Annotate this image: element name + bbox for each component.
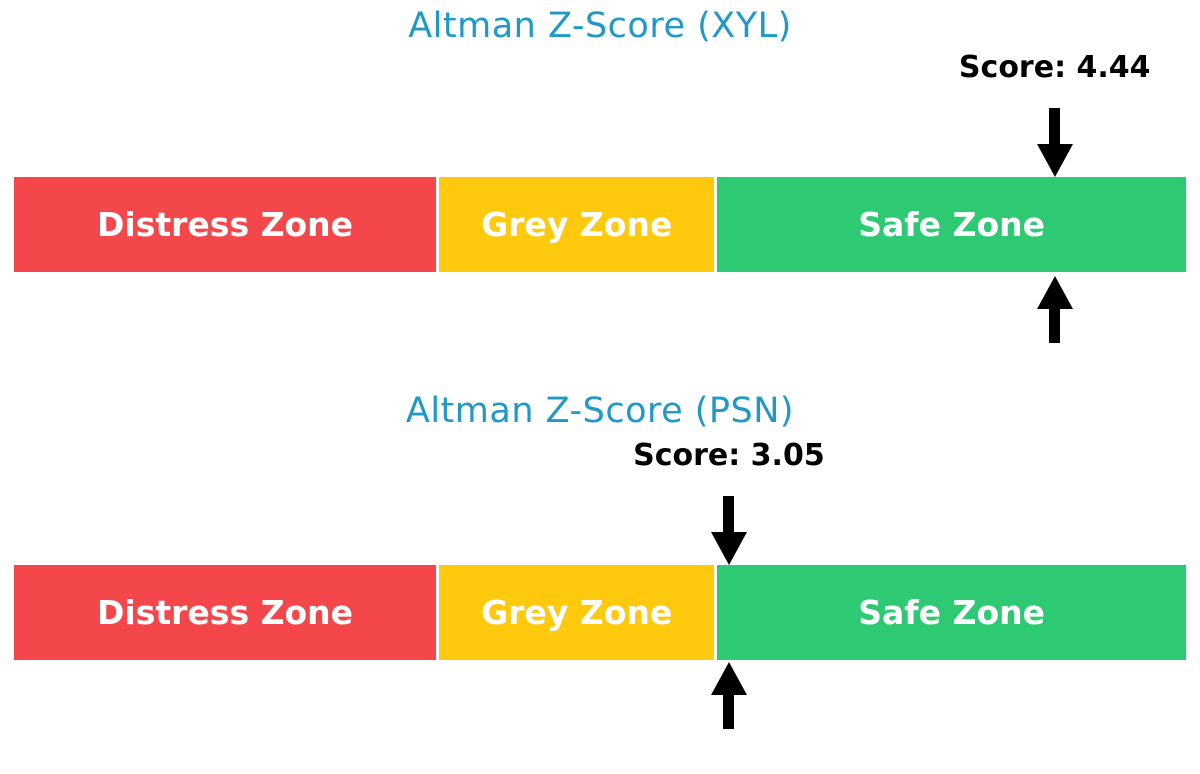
grey-zone-segment: Grey Zone — [439, 177, 715, 272]
arrow-head — [1036, 276, 1073, 309]
score-marker-top — [710, 496, 747, 565]
arrow-shaft — [723, 695, 735, 729]
zone-label: Grey Zone — [481, 593, 673, 632]
score-marker-top — [1036, 108, 1073, 177]
down-arrow-icon — [1036, 108, 1073, 177]
down-arrow-icon — [710, 496, 747, 565]
score-annotation: Score: 4.44 — [959, 50, 1151, 85]
zone-bar: Distress Zone Grey Zone Safe Zone — [14, 565, 1186, 660]
zone-label: Grey Zone — [481, 205, 673, 244]
distress-zone-segment: Distress Zone — [14, 177, 437, 272]
chart-title: Altman Z-Score (XYL) — [408, 6, 792, 46]
score-annotation: Score: 3.05 — [633, 438, 825, 473]
score-label: Score: 3.05 — [633, 438, 825, 473]
arrow-head — [710, 662, 747, 695]
score-marker-bottom — [710, 662, 747, 729]
zone-label: Distress Zone — [97, 205, 354, 244]
arrow-head — [710, 532, 747, 565]
safe-zone-segment: Safe Zone — [717, 177, 1186, 272]
zone-label: Distress Zone — [97, 593, 354, 632]
arrow-head — [1036, 144, 1073, 177]
score-label: Score: 4.44 — [958, 50, 1151, 85]
safe-zone-segment: Safe Zone — [717, 565, 1186, 660]
chart-title: Altman Z-Score (PSN) — [405, 391, 795, 431]
arrow-shaft — [723, 496, 735, 532]
up-arrow-icon — [710, 662, 747, 729]
arrow-shaft — [1049, 108, 1061, 144]
zone-label: Safe Zone — [858, 593, 1045, 632]
score-marker-bottom — [1036, 276, 1073, 343]
zone-label: Safe Zone — [858, 205, 1045, 244]
zone-bar: Distress Zone Grey Zone Safe Zone — [14, 177, 1186, 272]
arrow-shaft — [1049, 309, 1061, 343]
grey-zone-segment: Grey Zone — [439, 565, 715, 660]
up-arrow-icon — [1036, 276, 1073, 343]
distress-zone-segment: Distress Zone — [14, 565, 437, 660]
